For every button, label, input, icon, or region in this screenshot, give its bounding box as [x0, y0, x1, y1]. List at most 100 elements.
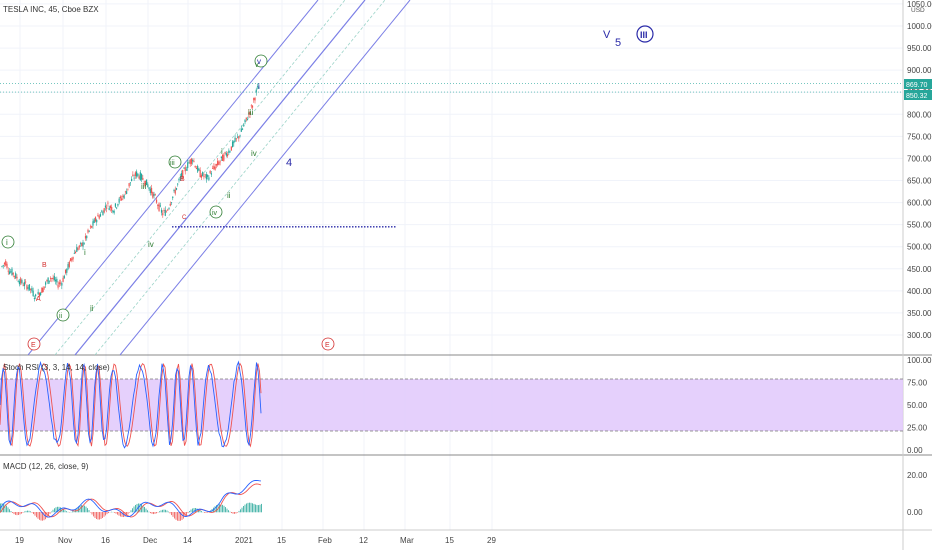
wave-iii-a[interactable]: iii [141, 182, 147, 191]
candle-body[interactable] [200, 175, 203, 178]
candle-body[interactable] [48, 280, 50, 282]
candle-body[interactable] [83, 243, 85, 245]
candle-body[interactable] [212, 168, 214, 169]
candle-body[interactable] [137, 173, 139, 176]
candle-body[interactable] [102, 211, 104, 216]
wave-V-label[interactable]: V [603, 29, 611, 41]
candle-body[interactable] [11, 268, 13, 276]
candle-body[interactable] [231, 141, 234, 147]
candle-body[interactable] [58, 282, 60, 285]
candle-body[interactable] [215, 164, 217, 166]
wave-iii-b[interactable]: iii [248, 108, 254, 117]
candle-body[interactable] [253, 98, 255, 101]
wave-ii-a[interactable]: ii [90, 304, 94, 313]
candle-body[interactable] [10, 271, 12, 273]
candle-body[interactable] [136, 171, 138, 177]
candle-body[interactable] [185, 169, 188, 171]
wave-circled-i[interactable]: i [6, 238, 8, 247]
candle-body[interactable] [220, 156, 222, 159]
candle-body[interactable] [36, 298, 38, 300]
candle-body[interactable] [77, 247, 79, 250]
elliott-wave-labels[interactable]: i ii iii iv v III E E iii i ii iv i ii i… [1, 25, 654, 351]
candle-body[interactable] [91, 225, 93, 228]
chart-title[interactable]: TESLA INC, 45, Cboe BZX [3, 5, 99, 14]
candle-body[interactable] [109, 205, 112, 209]
candle-body[interactable] [114, 203, 117, 207]
candle-body[interactable] [74, 251, 77, 254]
candle-body[interactable] [51, 278, 53, 279]
candle-body[interactable] [147, 184, 149, 188]
candle-body[interactable] [52, 277, 54, 280]
wave-circled-e1[interactable]: E [31, 342, 36, 349]
candle-body[interactable] [42, 287, 44, 292]
candle-body[interactable] [116, 207, 118, 209]
candle-body[interactable] [224, 151, 226, 154]
wave-letter-b2[interactable]: B [180, 176, 185, 183]
candle-body[interactable] [62, 277, 64, 282]
candle-body[interactable] [243, 124, 245, 127]
candle-body[interactable] [240, 128, 242, 132]
candle-body[interactable] [183, 167, 185, 169]
candle-body[interactable] [254, 97, 256, 101]
candle-body[interactable] [208, 177, 210, 180]
candle-body[interactable] [158, 203, 160, 211]
candle-body[interactable] [193, 160, 195, 162]
candle-body[interactable] [187, 162, 189, 169]
candle-body[interactable] [205, 174, 208, 180]
candle-body[interactable] [184, 167, 186, 172]
channel-upper-line[interactable] [27, 0, 319, 356]
candle-body[interactable] [78, 245, 80, 248]
candle-body[interactable] [236, 136, 239, 138]
candle-body[interactable] [244, 119, 246, 122]
candle-body[interactable] [73, 252, 75, 254]
candle-body[interactable] [68, 261, 70, 267]
wave-5-label[interactable]: 5 [615, 37, 621, 49]
candle-body[interactable] [16, 276, 18, 279]
candle-body[interactable] [63, 275, 65, 279]
candle-body[interactable] [99, 214, 102, 217]
channel-lower-line[interactable] [119, 0, 411, 356]
candle-body[interactable] [123, 195, 125, 199]
wave-4-label[interactable]: 4 [286, 157, 292, 169]
candle-body[interactable] [164, 209, 166, 216]
candle-body[interactable] [67, 264, 69, 269]
candle-body[interactable] [21, 280, 23, 284]
candle-body[interactable] [219, 161, 221, 163]
candle-body[interactable] [138, 176, 140, 179]
wave-iv-a[interactable]: iv [148, 240, 154, 249]
candle-body[interactable] [175, 187, 178, 190]
candle-body[interactable] [217, 160, 219, 166]
candle-body[interactable] [20, 278, 22, 284]
candle-body[interactable] [179, 177, 181, 179]
candle-body[interactable] [249, 111, 251, 115]
candle-body[interactable] [97, 214, 99, 217]
candle-body[interactable] [235, 138, 237, 140]
candle-body[interactable] [251, 105, 254, 108]
candle-body[interactable] [1, 266, 3, 267]
candle-body[interactable] [248, 112, 250, 115]
candle-body[interactable] [8, 271, 11, 275]
candle-body[interactable] [112, 210, 114, 213]
candle-body[interactable] [17, 281, 19, 283]
candle-body[interactable] [246, 119, 249, 121]
candle-body[interactable] [213, 165, 215, 169]
candle-body[interactable] [59, 282, 62, 284]
candle-body[interactable] [84, 236, 87, 239]
candle-body[interactable] [94, 217, 97, 222]
candle-body[interactable] [113, 211, 115, 213]
candle-body[interactable] [41, 287, 43, 294]
candle-body[interactable] [195, 168, 198, 170]
candle-body[interactable] [131, 178, 133, 182]
candle-body[interactable] [152, 192, 154, 198]
candle-body[interactable] [148, 187, 150, 190]
candle-body[interactable] [189, 159, 191, 165]
candle-body[interactable] [177, 183, 179, 185]
candle-body[interactable] [142, 177, 144, 180]
candle-body[interactable] [45, 282, 47, 285]
candle-body[interactable] [238, 136, 240, 139]
candle-body[interactable] [160, 209, 163, 213]
candle-body[interactable] [2, 265, 4, 266]
candle-body[interactable] [37, 291, 39, 295]
candle-body[interactable] [149, 188, 151, 194]
candle-body[interactable] [202, 172, 204, 176]
